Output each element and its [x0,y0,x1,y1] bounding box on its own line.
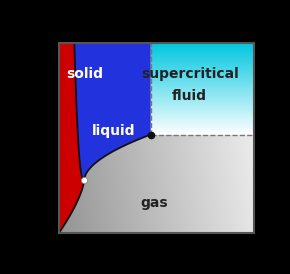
Polygon shape [59,44,84,233]
Text: solid: solid [66,67,104,81]
Text: liquid: liquid [92,124,135,138]
Text: fluid: fluid [172,89,207,103]
Text: supercritical: supercritical [141,67,239,81]
Text: gas: gas [141,196,168,210]
Bar [59,44,254,233]
Polygon shape [74,44,151,180]
